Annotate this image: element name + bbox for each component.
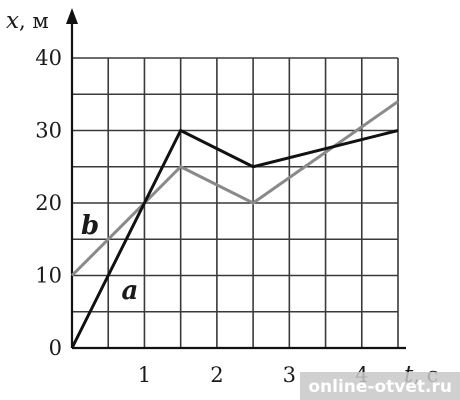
y-tick-label: 0 — [49, 336, 62, 360]
series-line-b — [70, 100, 399, 277]
y-tick-label: 20 — [35, 191, 62, 215]
labels: ab — [81, 211, 138, 306]
y-axis-label: x, м — [6, 8, 49, 34]
watermark-text: online-otvet.ru — [308, 377, 452, 397]
watermark-background — [300, 372, 460, 400]
series-label-a: a — [122, 276, 139, 306]
series-lines — [70, 100, 399, 349]
y-axis-name: x — [6, 8, 19, 34]
watermark-badge: online-otvet.ru — [300, 372, 460, 400]
x-tick-label: 1 — [138, 363, 151, 387]
y-axis-unit: , м — [19, 9, 49, 33]
y-tick-label: 30 — [35, 119, 62, 143]
y-axis-arrow — [66, 8, 78, 24]
axes: 0102030401234x, мt, с — [6, 8, 438, 388]
x-tick-label: 3 — [283, 363, 296, 387]
series-label-b: b — [81, 211, 99, 241]
series-line-a — [70, 128, 399, 349]
x-tick-label: 2 — [210, 363, 223, 387]
y-tick-label: 10 — [35, 264, 62, 288]
y-tick-label: 40 — [35, 46, 62, 70]
